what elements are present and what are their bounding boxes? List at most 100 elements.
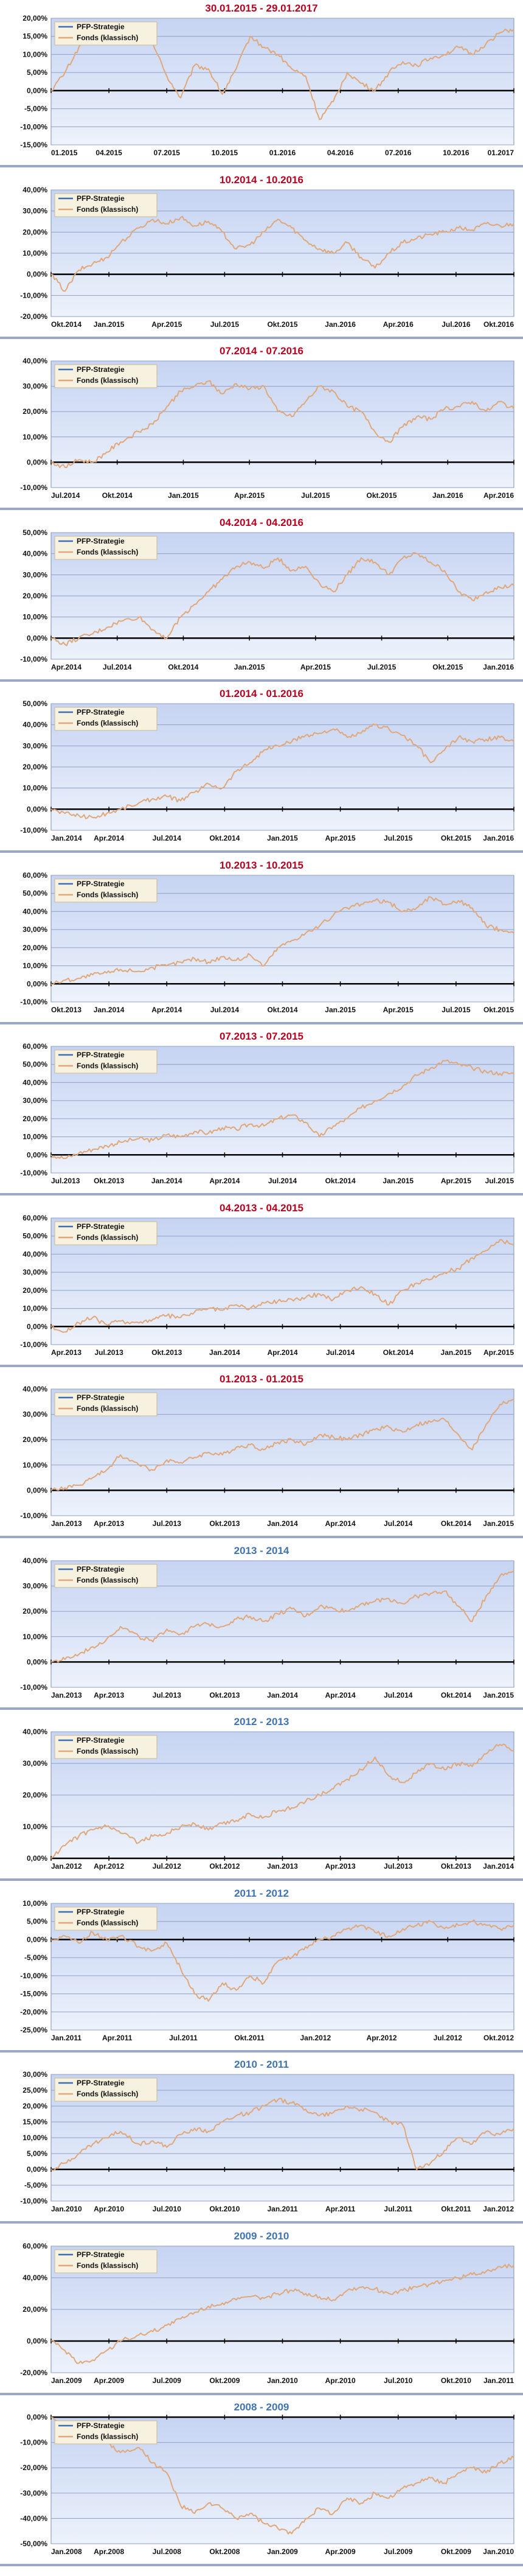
x-tick-label: Jan.2014 xyxy=(267,1691,298,1699)
y-tick-label: 15,00% xyxy=(23,32,47,41)
x-tick-label: Jan.2010 xyxy=(267,2376,298,2385)
legend-label: Fonds (klassisch) xyxy=(77,1576,138,1584)
x-tick-label: Okt.2009 xyxy=(441,2547,471,2556)
legend-label: Fonds (klassisch) xyxy=(77,376,138,385)
x-tick-label: Okt.2011 xyxy=(441,2205,471,2213)
y-tick-label: 10,00% xyxy=(23,784,47,793)
x-tick-label: Jul.2012 xyxy=(434,2034,463,2042)
y-tick-label: 40,00% xyxy=(23,186,47,194)
x-tick-label: Apr.2015 xyxy=(300,663,331,671)
legend-label: PFP-Strategie xyxy=(77,537,125,545)
x-tick-label: Apr.2012 xyxy=(367,2034,397,2042)
chart-title: 04.2013 - 04.2015 xyxy=(220,1202,303,1214)
legend-label: Fonds (klassisch) xyxy=(77,1404,138,1413)
x-tick-label: Jul.2014 xyxy=(103,663,132,671)
chart-title: 07.2014 - 07.2016 xyxy=(220,345,303,357)
series-line-fonds xyxy=(50,551,514,646)
chart-title: 04.2014 - 04.2016 xyxy=(220,517,303,528)
legend-label: Fonds (klassisch) xyxy=(77,2432,138,2441)
x-tick-label: Jul.2013 xyxy=(153,1691,182,1699)
x-tick-label: Jan.2014 xyxy=(267,1519,298,1528)
y-tick-label: -10,00% xyxy=(20,122,47,131)
legend: PFP-Strategie Fonds (klassisch) xyxy=(54,193,158,217)
x-tick-label: Jul.2015 xyxy=(442,1006,471,1014)
chart-panel: 2010 - 2011 30,00% 25,00% 20,00% 15,00% 10,00… xyxy=(0,2056,523,2224)
x-tick-label: Okt.2013 xyxy=(51,1006,81,1014)
chart-title: 2009 - 2010 xyxy=(234,2230,289,2242)
x-tick-label: Jan.2015 xyxy=(234,663,265,671)
y-tick-label: -20,00% xyxy=(20,2007,47,2016)
x-tick-label: Jan.2015 xyxy=(441,1348,472,1357)
legend-label: PFP-Strategie xyxy=(77,1222,125,1231)
legend-label: Fonds (klassisch) xyxy=(77,1062,138,1070)
y-tick-label: 10,00% xyxy=(23,1133,47,1141)
x-tick-label: Okt.2014 xyxy=(441,1519,471,1528)
x-tick-label: Jan.2012 xyxy=(483,2205,514,2213)
chart-panel: 04.2014 - 04.2016 50,00% 40,00% 30,00% 20,00… xyxy=(0,514,523,682)
legend-box xyxy=(54,193,158,217)
y-tick-label: -15,00% xyxy=(20,1989,47,1998)
x-tick-label: Jan.2010 xyxy=(483,2547,514,2556)
y-tick-label: 20,00% xyxy=(23,1791,47,1799)
legend-box xyxy=(54,1221,158,1245)
legend-label: PFP-Strategie xyxy=(77,2421,125,2430)
x-tick-label: Jan.2014 xyxy=(483,1862,514,1871)
series-line-fonds xyxy=(50,1570,514,1662)
y-tick-label: -10,00% xyxy=(20,1683,47,1692)
legend-box xyxy=(54,1392,158,1416)
x-tick-label: Jul.2011 xyxy=(384,2205,412,2213)
x-tick-label: Okt.2014 xyxy=(209,834,240,842)
x-tick-label: Jan.2013 xyxy=(267,1862,298,1871)
x-tick-label: Jul.2013 xyxy=(153,1519,182,1528)
legend-label: Fonds (klassisch) xyxy=(77,33,138,42)
chart-svg: 2013 - 2014 40,00% 30,00% 20,00% 10,00% 0,00%… xyxy=(20,1545,514,1699)
legend: PFP-Strategie Fonds (klassisch) xyxy=(54,1049,158,1074)
x-tick-label: Apr.2013 xyxy=(94,1691,124,1699)
chart-panel: 2013 - 2014 40,00% 30,00% 20,00% 10,00% 0,00%… xyxy=(0,1542,523,1710)
x-tick-label: Jan.2011 xyxy=(51,2034,81,2042)
y-tick-label: 10,00% xyxy=(23,1899,47,1908)
series-line-fonds xyxy=(50,723,514,819)
legend-label: PFP-Strategie xyxy=(77,2250,125,2259)
x-tick-label: Jul.2015 xyxy=(384,834,413,842)
legend-label: PFP-Strategie xyxy=(77,365,125,374)
y-tick-label: 10,00% xyxy=(23,2133,47,2142)
x-tick-label: 04.2016 xyxy=(327,149,354,157)
x-tick-label: Jan.2013 xyxy=(51,1519,82,1528)
y-tick-label: 10,00% xyxy=(23,50,47,58)
legend: PFP-Strategie Fonds (klassisch) xyxy=(54,1221,158,1245)
x-tick-label: Jul.2009 xyxy=(153,2376,182,2385)
y-tick-label: 40,00% xyxy=(23,721,47,729)
x-tick-label: Apr.2016 xyxy=(483,491,514,500)
x-tick-label: Okt.2015 xyxy=(267,320,297,329)
x-tick-label: Okt.2013 xyxy=(151,1348,182,1357)
chart-title: 2010 - 2011 xyxy=(234,2059,289,2070)
legend-label: Fonds (klassisch) xyxy=(77,1233,138,1242)
legend-label: Fonds (klassisch) xyxy=(77,2090,138,2098)
legend-label: PFP-Strategie xyxy=(77,194,125,203)
y-tick-label: 10,00% xyxy=(23,249,47,257)
x-tick-label: Okt.2011 xyxy=(234,2034,265,2042)
y-tick-label: 30,00% xyxy=(23,1096,47,1105)
y-tick-label: 0,00% xyxy=(27,458,47,466)
x-tick-label: 07.2015 xyxy=(154,149,181,157)
x-tick-label: Apr.2011 xyxy=(325,2205,356,2213)
legend: PFP-Strategie Fonds (klassisch) xyxy=(54,21,158,46)
x-tick-label: Okt.2016 xyxy=(483,320,514,329)
y-tick-label: 60,00% xyxy=(23,1214,47,1222)
x-tick-label: 01.2017 xyxy=(488,149,514,157)
y-tick-label: -25,00% xyxy=(20,2026,47,2034)
chart-panel: 2008 - 2009 0,00% -10,00% -20,00% -30,00% -40… xyxy=(0,2399,523,2566)
y-tick-label: -10,00% xyxy=(20,1169,47,1177)
legend-box xyxy=(54,2420,158,2445)
y-tick-label: 30,00% xyxy=(23,1268,47,1276)
y-tick-label: 50,00% xyxy=(23,1060,47,1069)
chart-panel: 01.2014 - 01.2016 50,00% 40,00% 30,00% 20,00… xyxy=(0,685,523,853)
y-tick-label: 0,00% xyxy=(27,634,47,642)
legend-label: Fonds (klassisch) xyxy=(77,2261,138,2270)
x-tick-label: Jan.2009 xyxy=(267,2547,298,2556)
x-tick-label: 10.2016 xyxy=(443,149,469,157)
x-tick-label: Okt.2015 xyxy=(432,663,463,671)
legend-label: PFP-Strategie xyxy=(77,1051,125,1059)
y-tick-label: 30,00% xyxy=(23,1581,47,1590)
